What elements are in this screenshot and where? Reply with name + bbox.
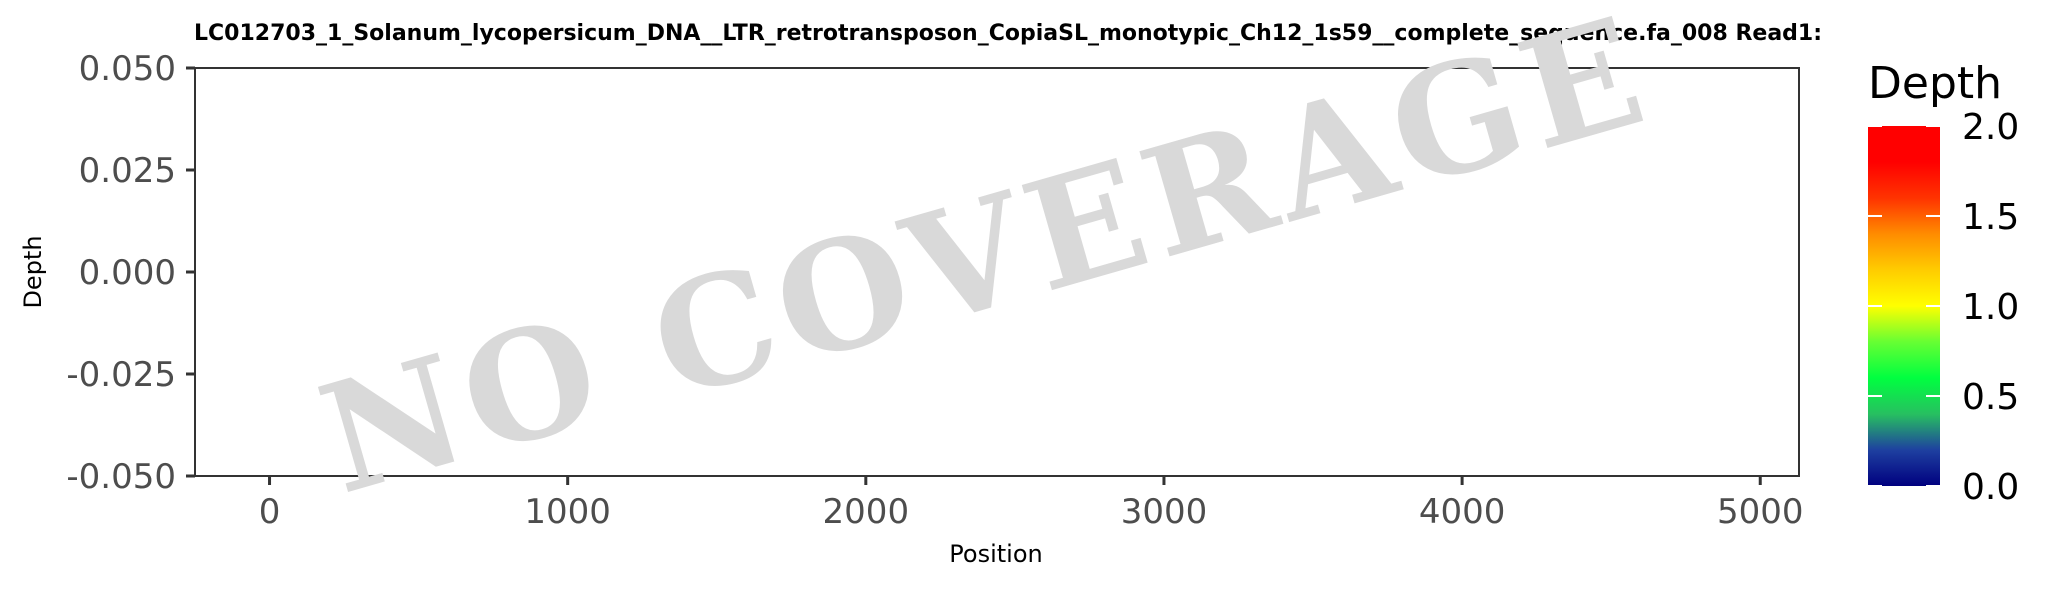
- x-tick-label: 1000: [524, 492, 611, 532]
- y-tick-label: 0.000: [79, 253, 176, 293]
- legend-tick-label: 0.5: [1962, 377, 2019, 418]
- y-axis-title: Depth: [19, 235, 47, 308]
- x-axis: 0 1000 2000 3000 4000 5000: [259, 476, 1804, 532]
- chart-title: LC012703_1_Solanum_lycopersicum_DNA__LTR…: [194, 21, 1822, 46]
- depth-legend: Depth 2.0 1.5 1.0 0.5 0.0: [1868, 58, 2019, 508]
- y-axis: 0.050 0.025 0.000 -0.025 -0.050: [66, 49, 195, 497]
- y-tick-label: 0.050: [79, 49, 176, 89]
- x-tick-label: 0: [259, 492, 281, 532]
- x-axis-title: Position: [949, 540, 1042, 568]
- y-tick-label: -0.025: [66, 355, 176, 395]
- legend-title: Depth: [1868, 58, 2002, 109]
- y-tick-label: -0.050: [66, 457, 176, 497]
- x-tick-label: 2000: [823, 492, 910, 532]
- x-tick-label: 4000: [1419, 492, 1506, 532]
- x-tick-label: 3000: [1121, 492, 1208, 532]
- legend-tick-label: 1.0: [1962, 287, 2019, 328]
- legend-ticks: 2.0 1.5 1.0 0.5 0.0: [1868, 107, 2019, 508]
- x-tick-label: 5000: [1717, 492, 1804, 532]
- legend-tick-label: 0.0: [1962, 467, 2019, 508]
- plot-panel: [194, 67, 1800, 477]
- legend-tick-label: 2.0: [1962, 107, 2019, 148]
- legend-tick-label: 1.5: [1962, 197, 2019, 238]
- y-tick-label: 0.025: [79, 151, 176, 191]
